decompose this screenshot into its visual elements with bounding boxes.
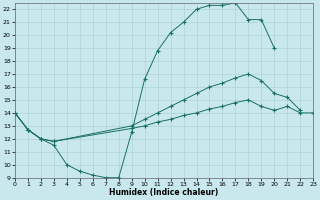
- X-axis label: Humidex (Indice chaleur): Humidex (Indice chaleur): [109, 188, 219, 197]
